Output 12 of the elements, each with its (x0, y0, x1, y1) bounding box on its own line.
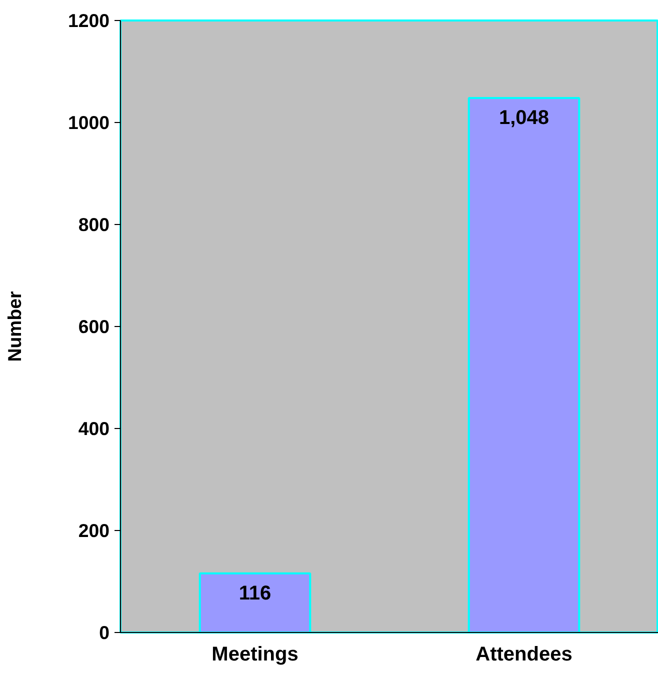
y-tick-label: 400 (78, 418, 110, 439)
y-tick-label: 1200 (68, 10, 110, 31)
y-tick-label: 1000 (68, 112, 110, 133)
y-axis-title: Number (4, 291, 25, 362)
y-tick-label: 200 (78, 520, 110, 541)
y-tick-label: 800 (78, 214, 110, 235)
data-label: 1,048 (498, 107, 550, 130)
x-tick-label: Attendees (476, 644, 572, 666)
data-label: 116 (238, 582, 272, 604)
y-tick-label: 600 (78, 316, 110, 337)
x-tick-label: Meetings (212, 644, 298, 666)
y-tick-label: 0 (99, 622, 110, 643)
